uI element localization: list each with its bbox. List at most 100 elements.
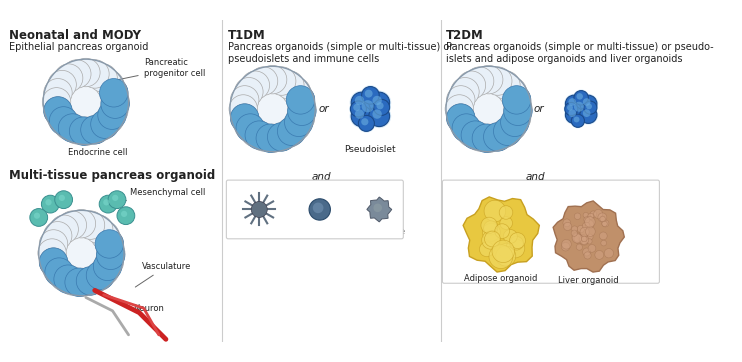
Text: Vasculature: Vasculature (135, 262, 191, 287)
Circle shape (56, 228, 107, 278)
Text: Mesenchymal cell: Mesenchymal cell (109, 188, 206, 203)
Circle shape (38, 239, 66, 267)
Circle shape (583, 212, 588, 218)
Circle shape (504, 97, 532, 126)
Circle shape (373, 203, 382, 212)
Circle shape (81, 60, 109, 88)
Circle shape (571, 226, 577, 232)
Circle shape (564, 105, 584, 125)
Circle shape (278, 117, 306, 146)
Circle shape (457, 118, 486, 147)
Circle shape (587, 239, 592, 244)
Circle shape (588, 213, 594, 219)
Circle shape (54, 111, 83, 140)
Circle shape (484, 123, 512, 151)
Circle shape (492, 71, 520, 100)
Circle shape (372, 109, 382, 119)
Circle shape (361, 87, 379, 104)
Circle shape (44, 97, 72, 125)
Circle shape (492, 118, 520, 147)
Circle shape (369, 106, 390, 127)
Circle shape (44, 222, 72, 250)
Circle shape (565, 106, 582, 123)
Circle shape (447, 104, 475, 132)
Circle shape (72, 117, 100, 146)
Circle shape (96, 239, 125, 267)
Circle shape (586, 104, 592, 109)
Circle shape (108, 191, 126, 209)
Circle shape (482, 231, 500, 249)
Circle shape (585, 220, 594, 229)
Circle shape (445, 95, 473, 123)
Circle shape (482, 223, 500, 241)
Circle shape (564, 94, 584, 114)
Circle shape (595, 251, 604, 259)
Circle shape (112, 195, 118, 201)
Circle shape (450, 77, 479, 106)
Circle shape (582, 109, 591, 117)
Circle shape (594, 210, 603, 218)
Circle shape (54, 64, 83, 92)
Text: or: or (533, 104, 544, 114)
Circle shape (574, 90, 588, 105)
Circle shape (372, 96, 382, 105)
Circle shape (355, 96, 364, 105)
Circle shape (600, 216, 605, 222)
Circle shape (588, 234, 593, 240)
Circle shape (472, 124, 501, 152)
Circle shape (99, 79, 128, 107)
Circle shape (231, 104, 259, 132)
Circle shape (85, 262, 113, 291)
Text: Adipose organoid: Adipose organoid (464, 274, 538, 283)
Circle shape (286, 104, 315, 132)
Circle shape (350, 101, 367, 117)
Circle shape (229, 95, 257, 123)
Circle shape (95, 230, 124, 258)
Circle shape (484, 221, 498, 235)
Circle shape (267, 67, 296, 95)
Circle shape (95, 248, 124, 276)
Text: Neuron: Neuron (115, 302, 164, 313)
Circle shape (577, 226, 585, 233)
Circle shape (574, 117, 580, 122)
Polygon shape (463, 197, 539, 272)
Circle shape (577, 244, 582, 250)
Circle shape (374, 100, 390, 115)
Circle shape (39, 230, 68, 258)
Circle shape (275, 118, 304, 147)
Circle shape (565, 95, 582, 112)
Circle shape (54, 265, 82, 293)
Circle shape (574, 234, 583, 244)
Circle shape (579, 94, 598, 114)
Circle shape (247, 84, 298, 134)
Circle shape (258, 124, 287, 152)
Circle shape (582, 100, 598, 115)
Circle shape (450, 112, 479, 140)
Circle shape (267, 123, 296, 151)
Circle shape (372, 98, 391, 117)
Text: Neonatal and MODY: Neonatal and MODY (8, 29, 140, 42)
Circle shape (59, 114, 87, 142)
Circle shape (570, 98, 592, 120)
Text: Pancreas organoids (simple or multi-tissue) or pseudo-
islets and adipose organo: Pancreas organoids (simple or multi-tiss… (446, 42, 714, 64)
Circle shape (568, 98, 576, 106)
Circle shape (349, 90, 373, 114)
Circle shape (284, 108, 313, 136)
Circle shape (502, 86, 531, 114)
Circle shape (501, 108, 529, 136)
Circle shape (582, 222, 590, 230)
Text: Pancreatic
progenitor cell: Pancreatic progenitor cell (108, 58, 205, 82)
Polygon shape (553, 201, 624, 272)
Circle shape (252, 201, 267, 218)
Circle shape (249, 123, 278, 151)
Text: T2DM: T2DM (446, 29, 484, 42)
Circle shape (62, 60, 91, 88)
Circle shape (484, 123, 512, 151)
Circle shape (241, 118, 269, 147)
Circle shape (489, 245, 513, 269)
Circle shape (231, 104, 259, 132)
Circle shape (499, 243, 513, 258)
Circle shape (101, 88, 129, 116)
Circle shape (288, 97, 316, 126)
Text: Liver organoid: Liver organoid (558, 276, 619, 285)
